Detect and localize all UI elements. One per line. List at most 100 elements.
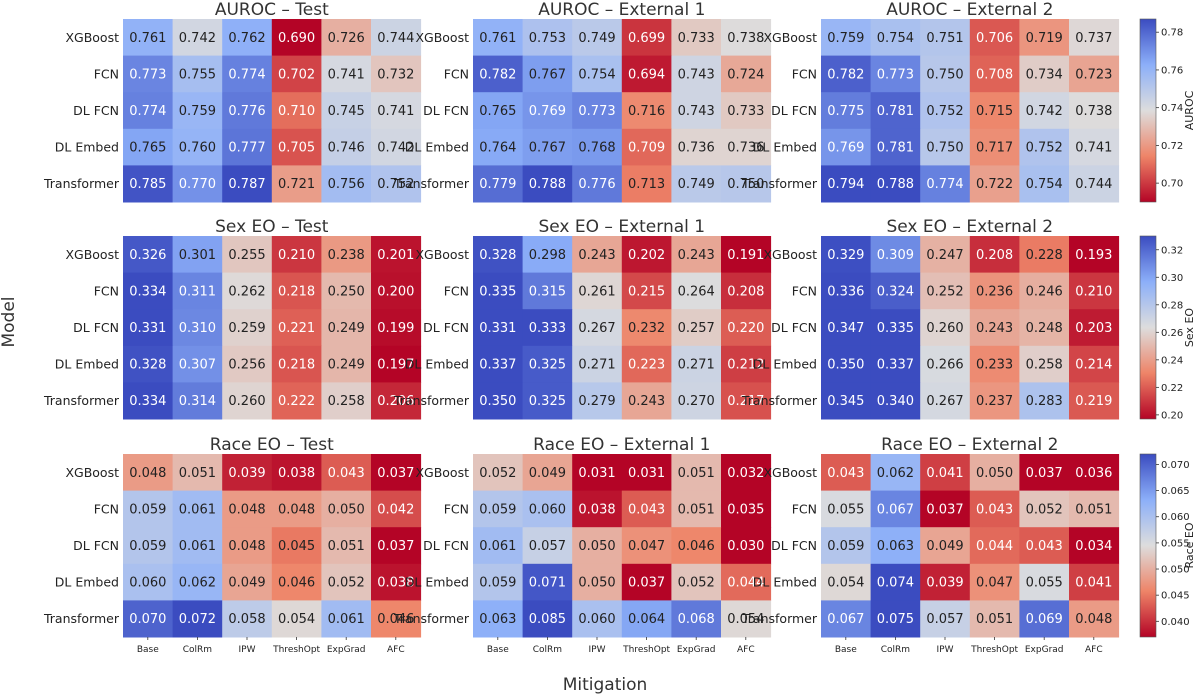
cell-value-label: 0.715	[976, 104, 1013, 119]
cell-value-label: 0.713	[628, 177, 665, 192]
cell-value-label: 0.057	[529, 539, 566, 554]
cell-value-label: 0.749	[678, 177, 715, 192]
heatmap-cell	[572, 92, 623, 130]
heatmap-cell	[920, 92, 971, 130]
cell-value-label: 0.709	[628, 141, 665, 156]
cell-value-label: 0.063	[877, 539, 914, 554]
colorbar-tick-label: 0.065	[1161, 486, 1190, 497]
cell-value-label: 0.232	[628, 321, 665, 336]
cell-value-label: 0.069	[1026, 612, 1063, 627]
row-label: XGBoost	[415, 247, 469, 262]
cell-value-label: 0.337	[877, 358, 914, 373]
heatmap-cell	[371, 382, 422, 420]
heatmap-cell	[371, 563, 422, 601]
heatmap-cell	[572, 55, 623, 93]
heatmap-cell	[969, 600, 1020, 638]
cell-value-label: 0.052	[479, 466, 516, 481]
row-label: Transformer	[741, 176, 818, 191]
cell-value-label: 0.047	[976, 576, 1013, 591]
heatmap-cell	[671, 165, 722, 203]
heatmap-cell	[473, 454, 524, 492]
cell-value-label: 0.054	[727, 612, 764, 627]
cell-value-label: 0.734	[1026, 67, 1063, 82]
heatmap-cell	[572, 382, 623, 420]
heatmap-cell	[870, 165, 921, 203]
heatmap-cell	[123, 236, 174, 274]
cell-value-label: 0.246	[1026, 284, 1063, 299]
cell-value-label: 0.048	[278, 502, 315, 517]
heatmap-cell	[222, 345, 273, 383]
heatmap-cell	[321, 19, 372, 57]
heatmap-cell	[522, 345, 573, 383]
colorbar-tick-label: 0.060	[1161, 512, 1190, 523]
heatmap-cell	[271, 490, 322, 528]
heatmap-cell	[473, 55, 524, 93]
heatmap-cell	[621, 272, 672, 310]
column-label: ThreshOpt	[272, 645, 320, 655]
cell-value-label: 0.259	[228, 321, 265, 336]
heatmap-cell	[920, 345, 971, 383]
heatmap-cell	[123, 165, 174, 203]
heatmap-cell	[172, 345, 223, 383]
heatmap-cell	[870, 600, 921, 638]
cell-value-label: 0.067	[827, 612, 864, 627]
heatmap-cell	[271, 236, 322, 274]
heatmap-cell	[522, 309, 573, 347]
cell-value-label: 0.733	[678, 31, 715, 46]
heatmap-cell	[969, 527, 1020, 565]
heatmap-cell	[621, 128, 672, 166]
heatmap-cell	[473, 165, 524, 203]
heatmap-cell	[473, 128, 524, 166]
heatmap-cell	[473, 92, 524, 130]
heatmap-cell	[321, 55, 372, 93]
heatmap-cell	[621, 600, 672, 638]
cell-value-label: 0.776	[228, 104, 265, 119]
cell-value-label: 0.036	[1075, 466, 1112, 481]
heatmap-cell	[371, 600, 422, 638]
x-axis-label: Mitigation	[563, 675, 648, 695]
cell-value-label: 0.345	[827, 394, 864, 409]
panel-title: Sex EO – External 1	[538, 217, 705, 237]
colorbar-tick-label: 0.050	[1161, 565, 1190, 576]
heatmap-cell	[1069, 55, 1120, 93]
heatmap-cell	[870, 55, 921, 93]
row-label: DL Embed	[55, 575, 119, 590]
heatmap-cell	[371, 527, 422, 565]
cell-value-label: 0.037	[628, 576, 665, 591]
cell-value-label: 0.243	[678, 248, 715, 263]
colorbar-tick-label: 0.26	[1161, 328, 1183, 339]
cell-value-label: 0.325	[529, 394, 566, 409]
heatmap-cell	[1069, 309, 1120, 347]
heatmap-cell	[123, 309, 174, 347]
heatmap-cell	[721, 309, 772, 347]
cell-value-label: 0.034	[1075, 539, 1112, 554]
heatmap-cell	[1069, 454, 1120, 492]
heatmap-cell	[1069, 272, 1120, 310]
cell-value-label: 0.750	[727, 177, 764, 192]
heatmap-cell	[621, 165, 672, 203]
cell-value-label: 0.058	[228, 612, 265, 627]
cell-value-label: 0.782	[479, 67, 516, 82]
heatmap-cell	[172, 490, 223, 528]
heatmap-cell	[321, 382, 372, 420]
row-label: DL FCN	[73, 320, 119, 335]
cell-value-label: 0.716	[628, 104, 665, 119]
heatmap-cell	[473, 272, 524, 310]
cell-value-label: 0.258	[328, 394, 365, 409]
heatmap-cell	[572, 128, 623, 166]
heatmap-cell	[473, 490, 524, 528]
cell-value-label: 0.041	[1075, 576, 1112, 591]
cell-value-label: 0.054	[827, 576, 864, 591]
heatmap-cell	[1019, 600, 1070, 638]
heatmap-cell	[621, 92, 672, 130]
cell-value-label: 0.350	[827, 358, 864, 373]
cell-value-label: 0.773	[578, 104, 615, 119]
colorbar-tick-label: 0.055	[1161, 538, 1190, 549]
row-label: Transformer	[43, 393, 120, 408]
heatmap-cell	[721, 92, 772, 130]
cell-value-label: 0.722	[976, 177, 1013, 192]
row-label: XGBoost	[763, 465, 817, 480]
cell-value-label: 0.050	[578, 539, 615, 554]
cell-value-label: 0.059	[827, 539, 864, 554]
